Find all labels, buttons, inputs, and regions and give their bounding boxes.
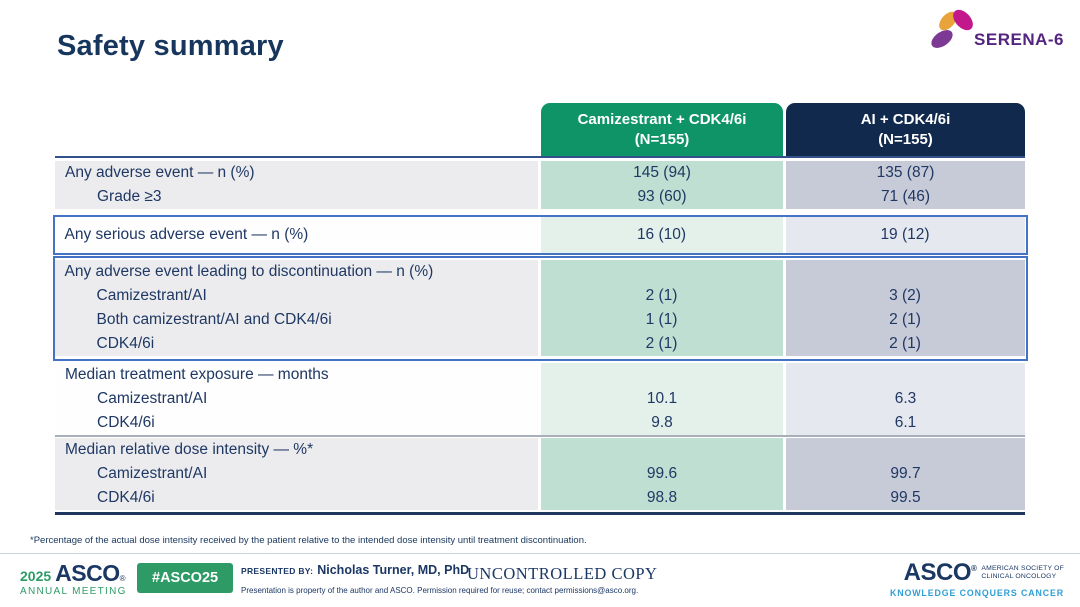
uncontrolled-copy-watermark: UNCONTROLLED COPY (467, 564, 658, 583)
serena-logo-text: SERENA-6 (974, 30, 1064, 49)
annual-meeting-label: ANNUAL MEETING (20, 586, 127, 597)
value: 19 (12) (880, 226, 930, 243)
row-label: Median treatment exposure — months (65, 366, 329, 383)
presented-by-label: PRESENTED BY: (241, 566, 314, 576)
permission-note: Presentation is property of the author a… (241, 586, 639, 595)
value: 99.7 (890, 465, 921, 482)
row-group-dose-intensity: Median relative dose intensity — %* Cami… (55, 437, 1025, 512)
column-header-ai: AI + CDK4/6i (N=155) (786, 103, 1025, 156)
table-body: Any adverse event — n (%) Grade ≥3 145 (… (52, 156, 1028, 515)
value: 2 (1) (645, 287, 678, 304)
row-label-cell: Any adverse event leading to discontinua… (54, 260, 538, 356)
row-label: Camizestrant/AI (97, 465, 208, 482)
row-label-cell: Median relative dose intensity — %* Cami… (55, 438, 538, 510)
value: 145 (94) (633, 164, 691, 181)
value (541, 260, 783, 284)
value: 10.1 (646, 390, 678, 407)
asco-wordmark: ASCO (55, 560, 120, 586)
value (786, 438, 1025, 462)
row-label: Median relative dose intensity — %* (65, 441, 314, 458)
row-label: Camizestrant/AI (97, 390, 208, 407)
presenter-block: PRESENTED BY: Nicholas Turner, MD, PhD P… (241, 563, 638, 595)
value: 99.6 (646, 465, 678, 482)
value: 6.1 (894, 414, 917, 431)
ai-values-cell: 3 (2) 2 (1) 2 (1) (785, 260, 1025, 356)
row-label: Any adverse event leading to discontinua… (64, 263, 434, 280)
presenter-name: Nicholas Turner, MD, PhD (317, 563, 470, 577)
ai-values-cell: 19 (12) (785, 217, 1025, 253)
value: 93 (60) (637, 188, 687, 205)
value: 2 (1) (889, 335, 921, 352)
asco-society-logo: ASCO® AMERICAN SOCIETY OF CLINICAL ONCOL… (890, 559, 1064, 598)
ai-values-cell: 135 (87) 71 (46) (786, 161, 1025, 209)
row-label: Any adverse event — n (%) (65, 164, 255, 181)
camizestrant-values-cell: 99.6 98.8 (541, 438, 783, 510)
value: 99.5 (890, 489, 921, 506)
value: 16 (10) (636, 226, 687, 243)
camizestrant-values-cell: 2 (1) 1 (1) 2 (1) (540, 260, 783, 356)
row-label-cell: Median treatment exposure — months Camiz… (55, 363, 538, 435)
row-label-cell: Any serious adverse event — n (%) (54, 217, 538, 253)
safety-table: Camizestrant + CDK4/6i (N=155) AI + CDK4… (52, 103, 1028, 515)
serena-flower-icon (928, 8, 980, 54)
row-label: CDK4/6i (97, 489, 155, 506)
value: 1 (1) (645, 311, 678, 328)
row-label: Both camizestrant/AI and CDK4/6i (96, 311, 332, 328)
value (786, 260, 1025, 284)
column-header-camizestrant: Camizestrant + CDK4/6i (N=155) (541, 103, 783, 156)
value: 71 (46) (880, 188, 931, 205)
ai-values-cell: 99.7 99.5 (786, 438, 1025, 510)
row-label: Any serious adverse event — n (%) (64, 226, 309, 243)
hashtag-badge: #ASCO25 (137, 563, 234, 593)
header-spacer (55, 103, 538, 156)
row-label: CDK4/6i (96, 335, 155, 352)
camizestrant-values-cell: 145 (94) 93 (60) (541, 161, 783, 209)
row-label: CDK4/6i (97, 414, 155, 431)
row-group-serious-adverse-event: Any serious adverse event — n (%) 16 (10… (52, 215, 1028, 255)
footnote: *Percentage of the actual dose intensity… (30, 535, 587, 546)
row-label: Grade ≥3 (97, 188, 162, 205)
table-header-row: Camizestrant + CDK4/6i (N=155) AI + CDK4… (55, 103, 1025, 156)
society-name: AMERICAN SOCIETY OF CLINICAL ONCOLOGY (981, 564, 1064, 580)
row-group-any-adverse-event: Any adverse event — n (%) Grade ≥3 145 (… (55, 158, 1025, 214)
ai-values-cell: 6.3 6.1 (786, 363, 1025, 435)
row-label-cell: Any adverse event — n (%) Grade ≥3 (55, 161, 538, 209)
value (541, 438, 783, 462)
asco-annual-meeting-logo: 2025 ASCO ® ANNUAL MEETING (20, 562, 127, 597)
value: 9.8 (651, 414, 673, 431)
value: 135 (87) (876, 164, 935, 181)
camizestrant-values-cell: 10.1 9.8 (541, 363, 783, 435)
value: 6.3 (894, 390, 917, 407)
asco-wordmark: ASCO® (903, 559, 977, 586)
meeting-year: 2025 (20, 568, 52, 584)
page-title: Safety summary (57, 30, 284, 62)
row-label: Camizestrant/AI (96, 287, 207, 304)
serena-6-logo: SERENA-6 (928, 8, 1064, 54)
camizestrant-values-cell: 16 (10) (540, 217, 783, 253)
row-group-treatment-exposure: Median treatment exposure — months Camiz… (55, 362, 1025, 437)
asco-tagline: KNOWLEDGE CONQUERS CANCER (889, 588, 1064, 598)
registered-mark: ® (970, 564, 977, 573)
value: 2 (1) (889, 311, 921, 328)
footer-divider (0, 553, 1080, 554)
value: 3 (2) (889, 287, 921, 304)
value (541, 363, 783, 387)
registered-mark: ® (119, 574, 126, 583)
footer: 2025 ASCO ® ANNUAL MEETING #ASCO25 PRESE… (0, 554, 1080, 607)
value: 2 (1) (645, 335, 678, 352)
value (786, 363, 1025, 387)
row-group-discontinuation: Any adverse event leading to discontinua… (52, 256, 1028, 361)
value: 98.8 (646, 489, 678, 506)
